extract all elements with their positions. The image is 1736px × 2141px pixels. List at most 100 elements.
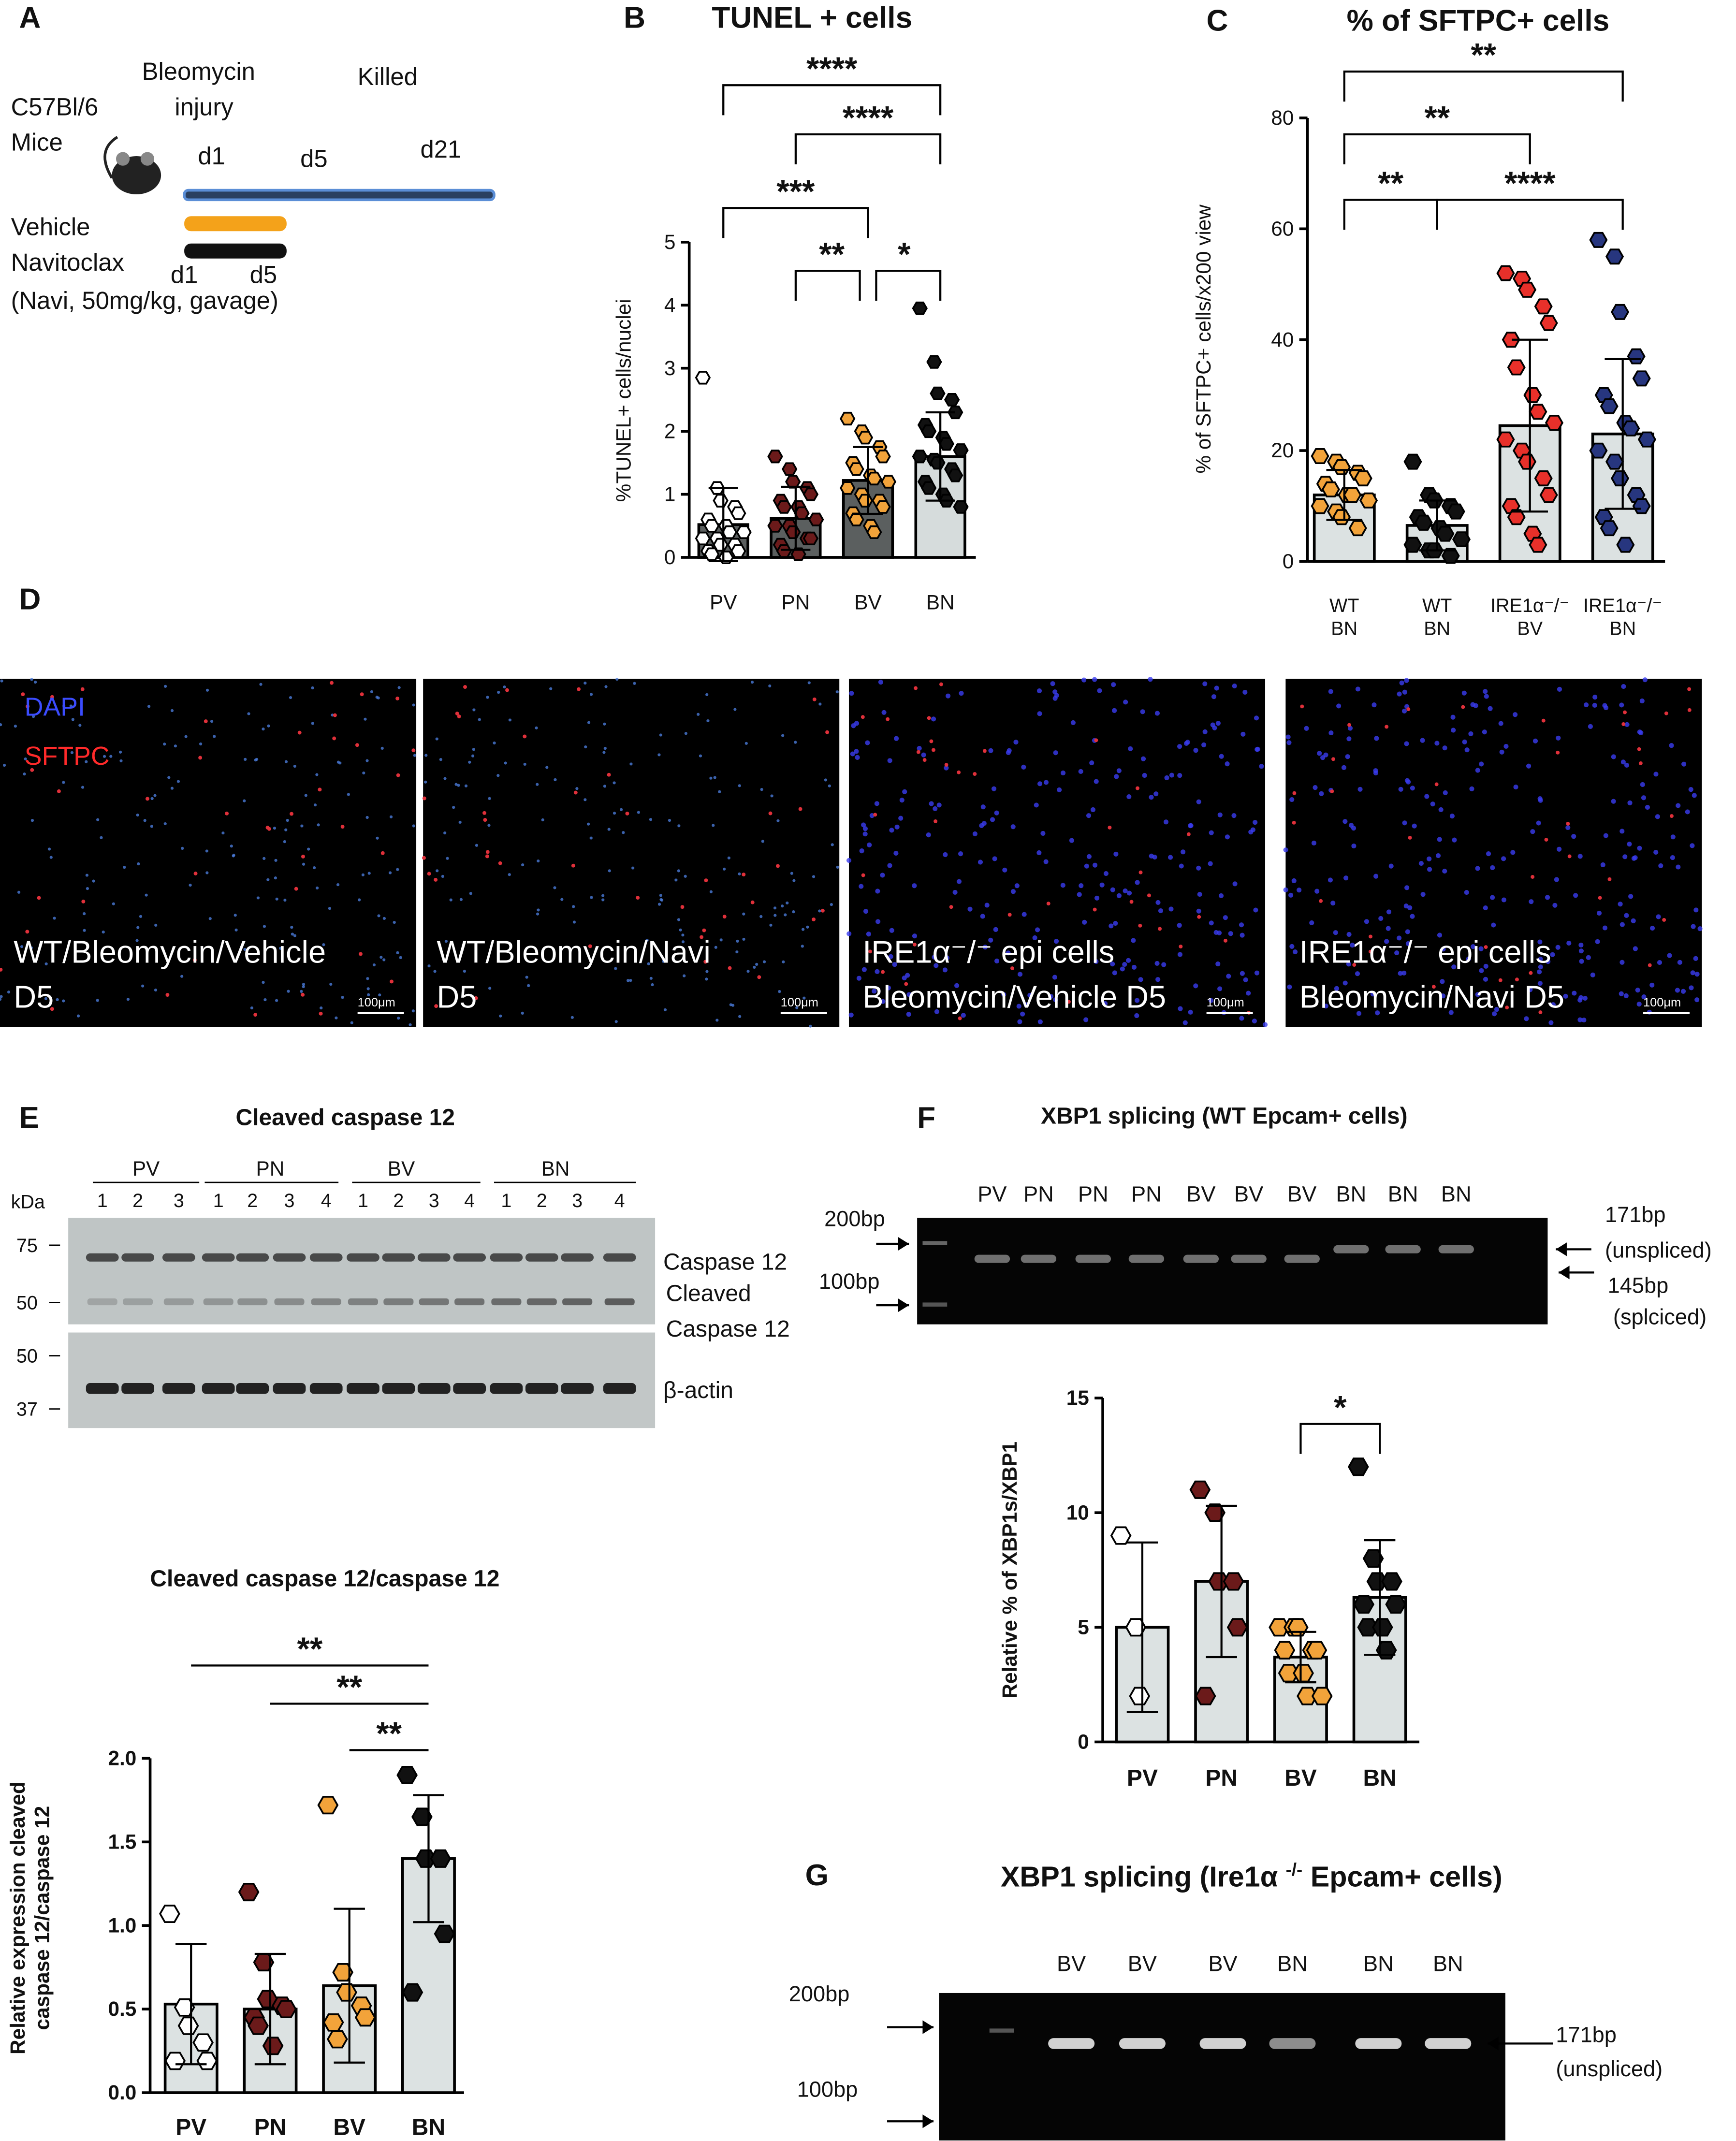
data-point [1348,520,1367,537]
nucleus [370,690,374,694]
nucleus [1116,893,1122,898]
nucleus [1254,970,1260,976]
nucleus [521,863,525,867]
nucleus [1538,956,1543,962]
nucleus [992,856,997,861]
nucleus [1373,874,1379,879]
nucleus [1437,837,1442,842]
nucleus [1035,927,1040,932]
nucleus [365,759,369,762]
error-bar [334,1908,365,2064]
band [453,1253,486,1262]
nucleus [1122,961,1127,967]
nucleus [1135,880,1140,885]
sftpc-signal [422,796,426,801]
ladder-label: 200bp [789,1981,850,2006]
band [309,1253,343,1262]
nucleus [1345,754,1350,759]
nucleus [1537,981,1543,986]
nucleus [1386,926,1391,931]
nucleus [1140,709,1145,714]
data-point [866,525,882,539]
nucleus [1002,867,1007,873]
sftpc-signal [1197,915,1201,919]
lane-label: PN [1131,1182,1162,1207]
nucleus [1690,970,1695,976]
nucleus [379,956,383,959]
nucleus [328,907,332,910]
sftpc-signal [1093,907,1097,912]
nucleus [302,862,306,866]
nucleus [205,849,209,853]
data-point [326,2030,348,2049]
nucleus [62,781,65,784]
nucleus [615,677,619,681]
nucleus [862,831,868,837]
nucleus [1350,943,1355,948]
nucleus [1694,997,1700,1003]
x-tick-label: PV [1127,1765,1158,1791]
nucleus [865,740,870,745]
data-point [1610,470,1630,487]
nucleus [70,751,74,755]
nucleus [1239,1016,1244,1021]
data-point [257,1990,278,2009]
nucleus [1181,849,1186,855]
nucleus [44,962,48,966]
sftpc-signal [1147,893,1151,898]
data-point [1293,1664,1314,1683]
nucleus [259,683,263,686]
nucleus [71,718,74,721]
nucleus [1572,990,1577,996]
nucleus [123,866,126,869]
sftpc-signal [1186,832,1191,836]
nucleus [1600,862,1605,868]
nucleus [1134,1013,1139,1019]
nucleus [1697,926,1703,932]
nucleus [1483,963,1488,969]
nucleus [1314,888,1320,894]
nucleus [1631,856,1636,861]
gel-band [1355,2038,1402,2049]
nucleus [436,869,439,873]
sftpc-signal [1319,899,1323,903]
micrograph-label: Bleomycin/Vehicle D5 [862,979,1166,1015]
data-point [1347,1457,1369,1476]
data-point [1226,1618,1248,1637]
nucleus [1343,875,1349,881]
significance-bracket [875,270,942,301]
nucleus [781,904,784,908]
nucleus [1404,778,1410,783]
nucleus [790,872,793,875]
nucleus [1082,919,1087,925]
nucleus [1217,986,1223,991]
nucleus [984,903,990,908]
sftpc-signal [50,1007,54,1011]
nucleus [980,914,985,919]
gel-band [1119,2038,1166,2049]
sftpc-signal [30,768,34,772]
nucleus [905,973,910,978]
nucleus [1384,939,1389,944]
nucleus [875,919,881,924]
nucleus [167,776,171,779]
nucleus [859,848,864,854]
sftpc-signal [1623,710,1627,714]
nucleus [718,790,721,793]
nucleus [1451,728,1456,733]
band [274,1298,305,1306]
nucleus [1404,741,1409,746]
sftpc-signal [922,758,927,762]
data-point [704,547,720,561]
gel-band [1075,1254,1111,1263]
nucleus [1248,830,1254,835]
nucleus [143,819,146,822]
nucleus [1040,830,1046,836]
sftpc-signal [1292,820,1296,825]
nucleus [1183,741,1189,746]
nucleus [846,931,852,936]
y-tick-label: 60 [1271,217,1294,240]
significance-bracket [1343,133,1531,164]
nucleus [1631,918,1636,923]
nucleus [1126,958,1131,963]
